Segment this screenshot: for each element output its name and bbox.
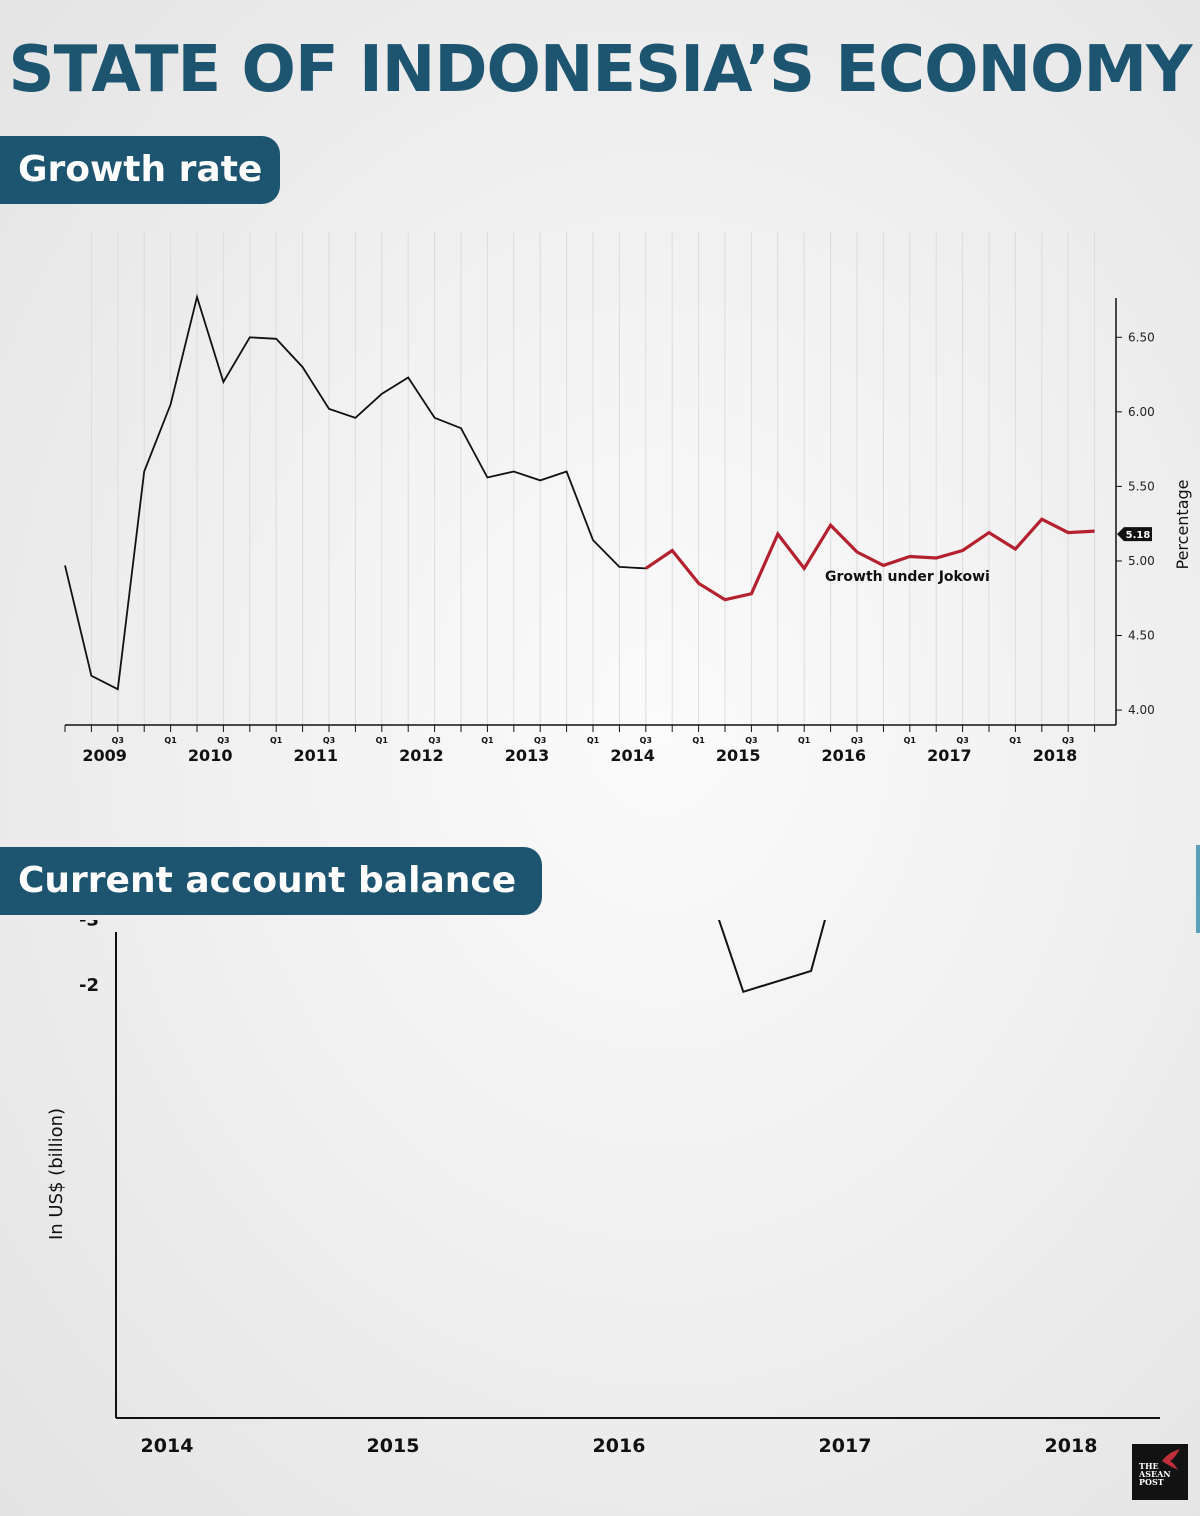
quarter-label: Q3: [851, 736, 863, 745]
year-label: 2016: [822, 746, 867, 765]
logo-line1: THE: [1139, 1461, 1159, 1471]
year-label: 2014: [610, 746, 655, 765]
x-tick-label: 2018: [1045, 1435, 1098, 1457]
year-label: 2009: [82, 746, 127, 765]
year-label: 2017: [927, 746, 972, 765]
asean-post-logo: THE ASEAN POST: [1132, 1444, 1188, 1500]
x-tick-label: 2017: [819, 1435, 872, 1457]
quarter-label: Q3: [323, 736, 335, 745]
y-tick-label: 5.00: [1128, 554, 1155, 568]
year-label: 2018: [1033, 746, 1078, 765]
y-tick-label: 6.50: [1128, 330, 1155, 344]
year-label: 2015: [716, 746, 761, 765]
logo-line3: POST: [1139, 1477, 1164, 1487]
quarter-label: Q1: [798, 736, 811, 745]
quarter-label: Q1: [270, 736, 283, 745]
x-tick-label: 2016: [593, 1435, 646, 1457]
year-label: 2010: [188, 746, 233, 765]
year-label: 2011: [294, 746, 339, 765]
quarter-label: Q3: [112, 736, 124, 745]
current-account-section-tab: Current account balance: [0, 847, 542, 915]
y-tick-label: 6.00: [1128, 405, 1155, 419]
quarter-label: Q1: [1009, 736, 1022, 745]
quarter-label: Q3: [428, 736, 440, 745]
y-tick-label: 4.00: [1128, 703, 1155, 717]
quarter-label: Q3: [1062, 736, 1074, 745]
last-value-badge: 5.18: [1117, 527, 1152, 542]
current-account-line: [717, 920, 826, 994]
page-title: STATE OF INDONESIA’S ECONOMY: [8, 33, 1193, 107]
year-label: 2013: [505, 746, 550, 765]
growth-line: [64, 293, 646, 691]
y-tick-label: -2: [79, 975, 99, 996]
quarter-label: Q3: [956, 736, 968, 745]
jokowi-annotation: Growth under Jokowi: [825, 569, 990, 585]
quarter-label: Q1: [481, 736, 494, 745]
quarter-label: Q3: [534, 736, 546, 745]
quarter-label: Q3: [640, 736, 652, 745]
quarter-label: Q3: [745, 736, 757, 745]
bird-logo-icon: [1162, 1449, 1180, 1470]
last-value-label: 5.18: [1126, 530, 1151, 541]
logo-line2: ASEAN: [1139, 1469, 1171, 1479]
x-tick-label: 2014: [141, 1435, 194, 1457]
y-tick-label: 5.50: [1128, 479, 1155, 493]
current-account-chart: -2-3-4-5-6-7-820142015201620172018In US$…: [46, 920, 1160, 1457]
last-value-badge-shape: [1117, 527, 1152, 542]
quarter-label: Q1: [587, 736, 600, 745]
y-axis-label: Percentage: [1173, 479, 1192, 569]
y-tick-label: 4.50: [1128, 629, 1155, 643]
growth-rate-chart: Q3 Q1 Q3 Q1 Q3 Q1 Q3 Q1 Q3 Q1 Q3 Q1 Q3 Q1 Q3 Q1 Q3 Q1 Q320…: [64, 232, 1192, 765]
quarter-label: Q1: [692, 736, 705, 745]
quarter-label: Q1: [904, 736, 917, 745]
quarter-label: Q1: [376, 736, 389, 745]
quarter-label: Q3: [217, 736, 229, 745]
x-tick-label: 2015: [367, 1435, 420, 1457]
year-label: 2012: [399, 746, 444, 765]
quarter-label: Q1: [164, 736, 177, 745]
growth-section-tab: Growth rate: [0, 136, 280, 204]
y-tick-label: -3: [79, 920, 99, 931]
jokowi-growth-line: [644, 517, 1095, 602]
side-marker: [1196, 845, 1200, 933]
y-axis-label: In US$ (billion): [46, 1108, 67, 1240]
